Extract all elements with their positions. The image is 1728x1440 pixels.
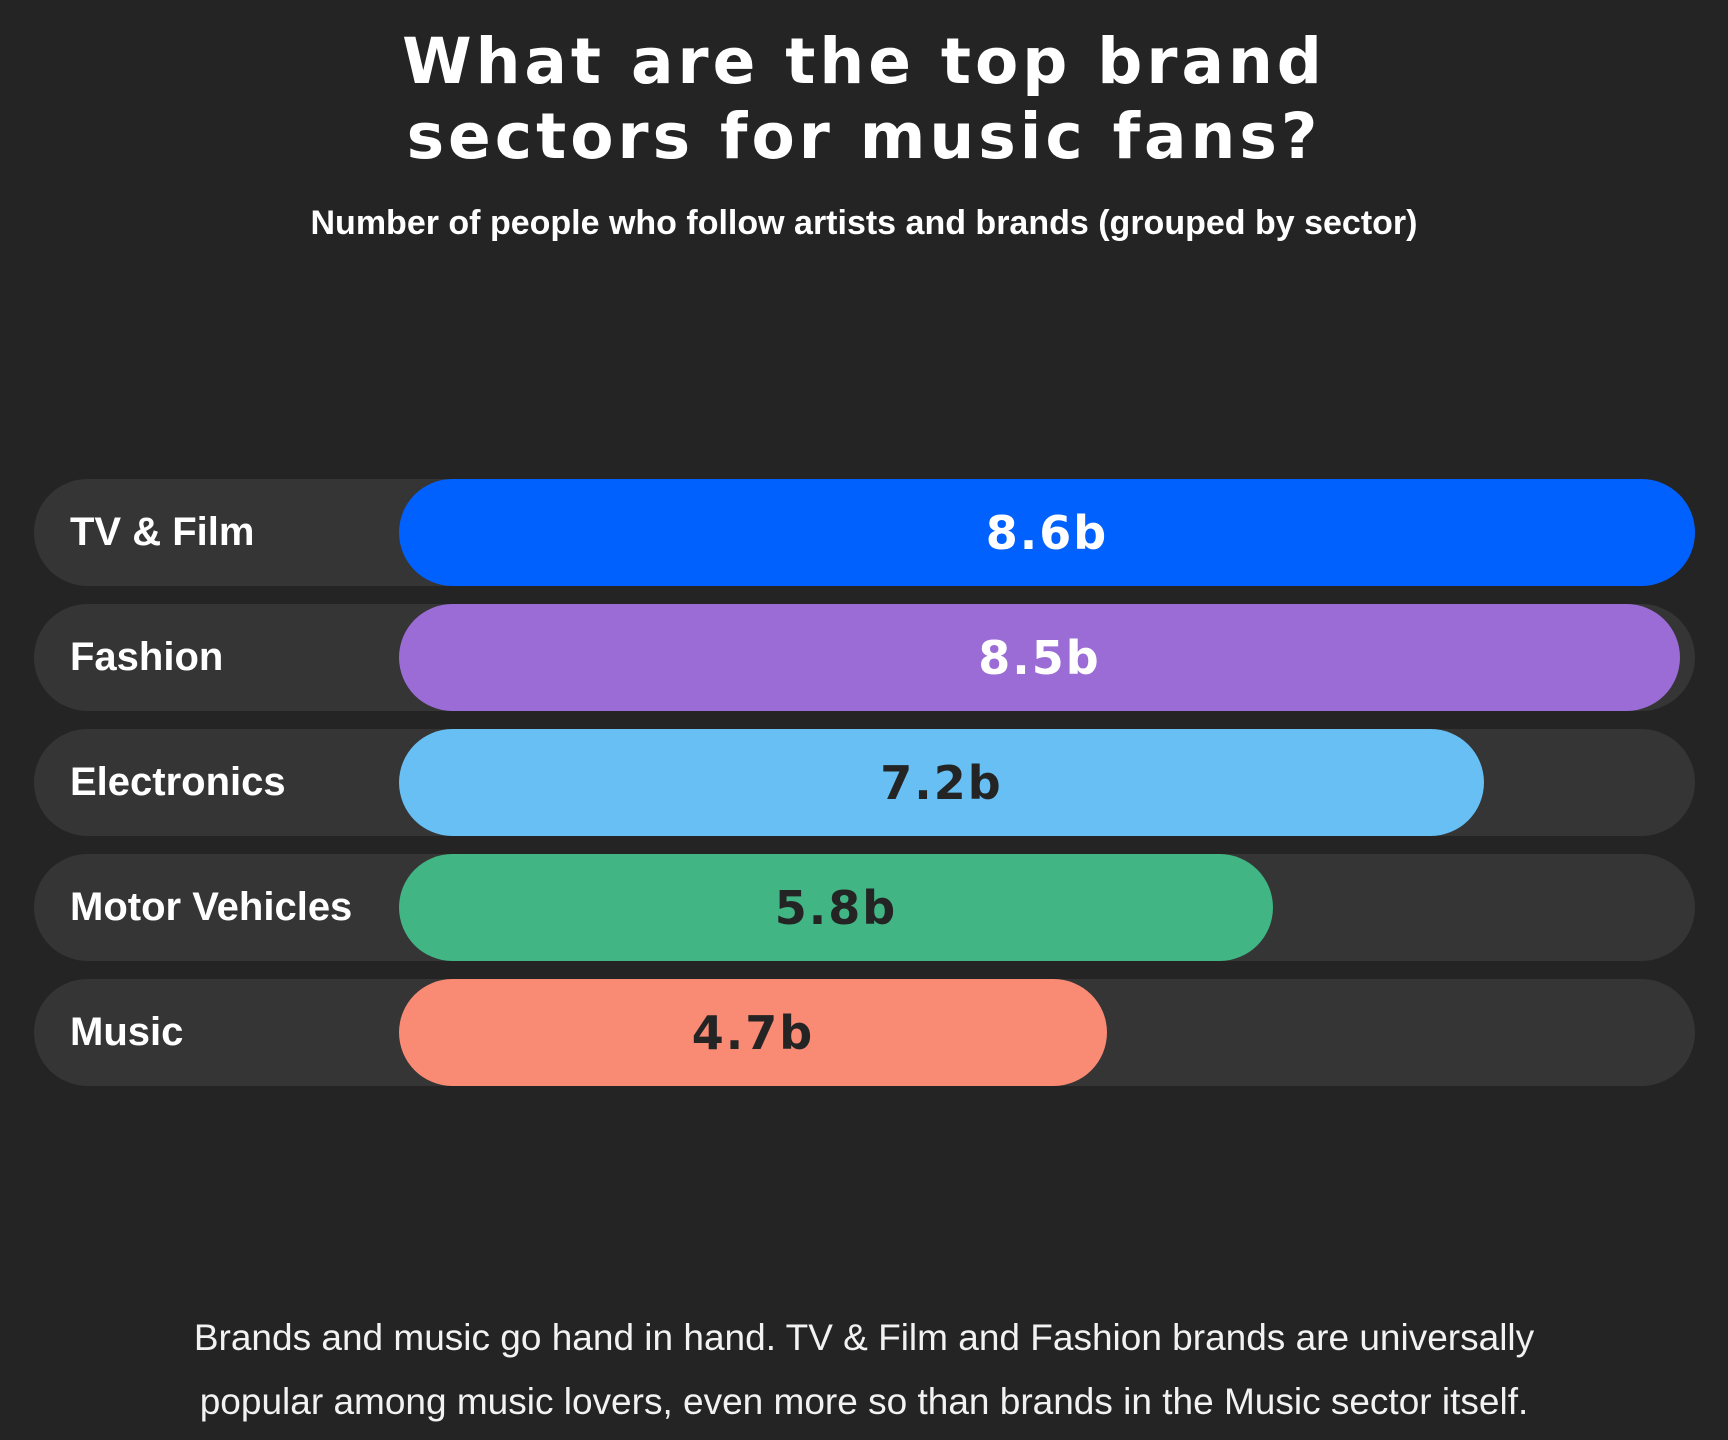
bar-value-label: 5.8b bbox=[774, 880, 898, 935]
chart-row: Music 4.7b bbox=[34, 979, 1695, 1086]
bar: 4.7b bbox=[399, 979, 1107, 1086]
category-label: Motor Vehicles bbox=[70, 885, 353, 929]
footer-caption-line1: Brands and music go hand in hand. TV & F… bbox=[193, 1317, 1535, 1358]
category-label: Music bbox=[70, 1010, 184, 1054]
chart-row: Motor Vehicles 5.8b bbox=[34, 854, 1695, 961]
bar-value-label: 4.7b bbox=[691, 1005, 815, 1060]
chart-row: Electronics 7.2b bbox=[34, 729, 1695, 836]
footer-caption-line2: popular among music lovers, even more so… bbox=[199, 1381, 1529, 1422]
page-title-line2: sectors for music fans? bbox=[406, 100, 1322, 173]
category-label: TV & Film bbox=[70, 510, 255, 554]
chart-subtitle: Number of people who follow artists and … bbox=[310, 204, 1418, 242]
bar-value-label: 7.2b bbox=[880, 755, 1003, 810]
bar: 8.5b bbox=[399, 604, 1680, 711]
category-label: Fashion bbox=[70, 635, 224, 679]
bar: 7.2b bbox=[399, 729, 1484, 836]
bar-value-label: 8.6b bbox=[985, 505, 1109, 560]
bar-value-label: 8.5b bbox=[978, 630, 1101, 685]
footer-caption: Brands and music go hand in hand. TV & F… bbox=[0, 1306, 1728, 1434]
page-title-line1: What are the top brand bbox=[402, 25, 1326, 98]
category-label: Electronics bbox=[70, 760, 286, 804]
bar: 8.6b bbox=[399, 479, 1695, 586]
bar: 5.8b bbox=[399, 854, 1273, 961]
page-title: What are the top brand sectors for music… bbox=[0, 24, 1728, 174]
chart-row: TV & Film 8.6b bbox=[34, 479, 1695, 586]
chart-row: Fashion 8.5b bbox=[34, 604, 1695, 711]
bar-chart: TV & Film 8.6b Fashion 8.5b Electronics … bbox=[34, 479, 1695, 1086]
